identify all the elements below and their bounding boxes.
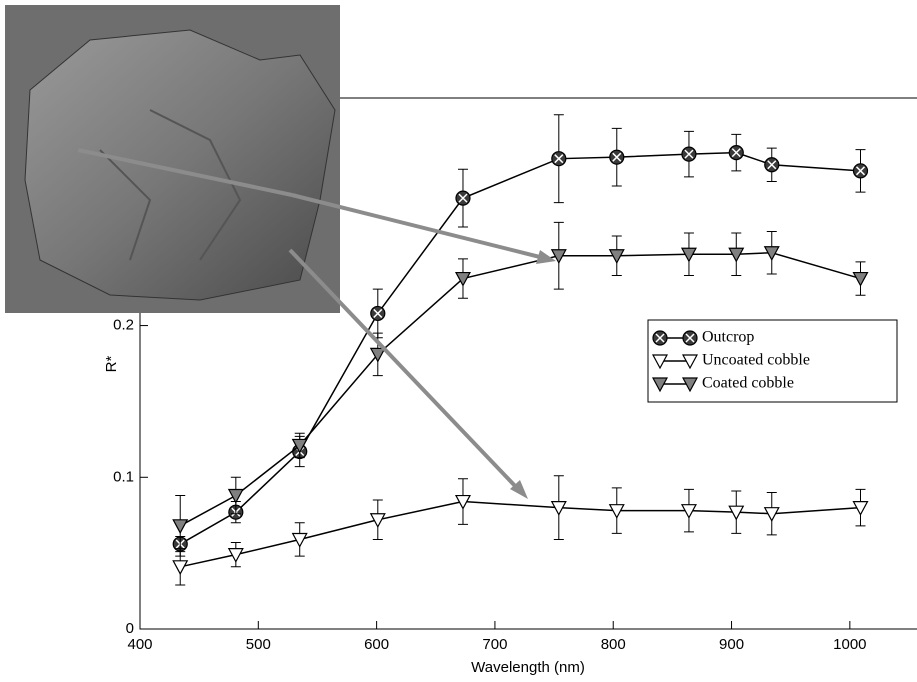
x-axis-label: Wavelength (nm) (471, 659, 585, 676)
marker (291, 532, 308, 548)
legend-marker (651, 354, 669, 370)
legend-marker (681, 354, 699, 370)
marker (609, 149, 625, 165)
legend-marker (681, 377, 699, 393)
legend-marker (682, 330, 698, 346)
marker (681, 146, 697, 162)
legend-label: Uncoated cobble (702, 352, 810, 369)
plot-frame (139, 97, 917, 630)
marker (227, 548, 244, 563)
legend-marker (651, 377, 669, 393)
marker (763, 507, 780, 522)
legend: Outcrop Uncoated cobble Coated cobble (647, 319, 898, 403)
marker-cross (684, 149, 694, 159)
marker (369, 513, 386, 529)
x-tick-label: 900 (719, 636, 744, 653)
marker (455, 190, 471, 206)
marker-cross (731, 148, 741, 158)
x-tick-label: 1000 (833, 636, 866, 653)
marker (728, 145, 744, 161)
marker-cross (855, 166, 866, 176)
marker (852, 163, 869, 179)
marker (172, 519, 189, 535)
marker (852, 501, 869, 516)
marker (370, 305, 386, 322)
marker (680, 247, 697, 263)
legend-label: Coated cobble (702, 375, 794, 392)
marker-cross (655, 333, 665, 343)
y-tick-label: 0.1 (113, 468, 134, 485)
x-tick-label: 600 (364, 636, 389, 653)
marker (551, 151, 567, 167)
marker (550, 249, 567, 265)
marker (550, 501, 567, 516)
marker-cross (458, 193, 468, 203)
marker (763, 246, 780, 262)
marker (454, 271, 471, 287)
marker (454, 494, 471, 510)
marker-cross (554, 154, 564, 164)
marker (172, 560, 189, 576)
legend-label: Outcrop (702, 329, 754, 346)
series-line (180, 500, 861, 568)
y-axis-label: R* (103, 356, 120, 373)
arrows (77, 148, 556, 499)
marker (728, 505, 745, 521)
marker-cross (767, 160, 777, 170)
marker (680, 504, 697, 519)
marker-cross (373, 308, 383, 318)
marker-cross (685, 333, 695, 343)
marker-cross (612, 152, 622, 162)
legend-marker (652, 330, 668, 346)
y-tick-label: 0 (126, 620, 134, 637)
marker (608, 504, 625, 519)
marker (764, 157, 780, 173)
marker (227, 488, 244, 504)
marker (852, 271, 869, 287)
y-tick-label: 0.2 (113, 317, 134, 334)
x-tick-label: 800 (601, 636, 626, 653)
x-tick-label: 400 (127, 636, 152, 653)
marker (608, 249, 625, 265)
inset-photo (5, 5, 340, 313)
marker (369, 347, 386, 363)
marker (728, 247, 745, 263)
x-tick-label: 500 (246, 636, 271, 653)
x-tick-label: 700 (482, 636, 507, 653)
marker (291, 438, 308, 454)
